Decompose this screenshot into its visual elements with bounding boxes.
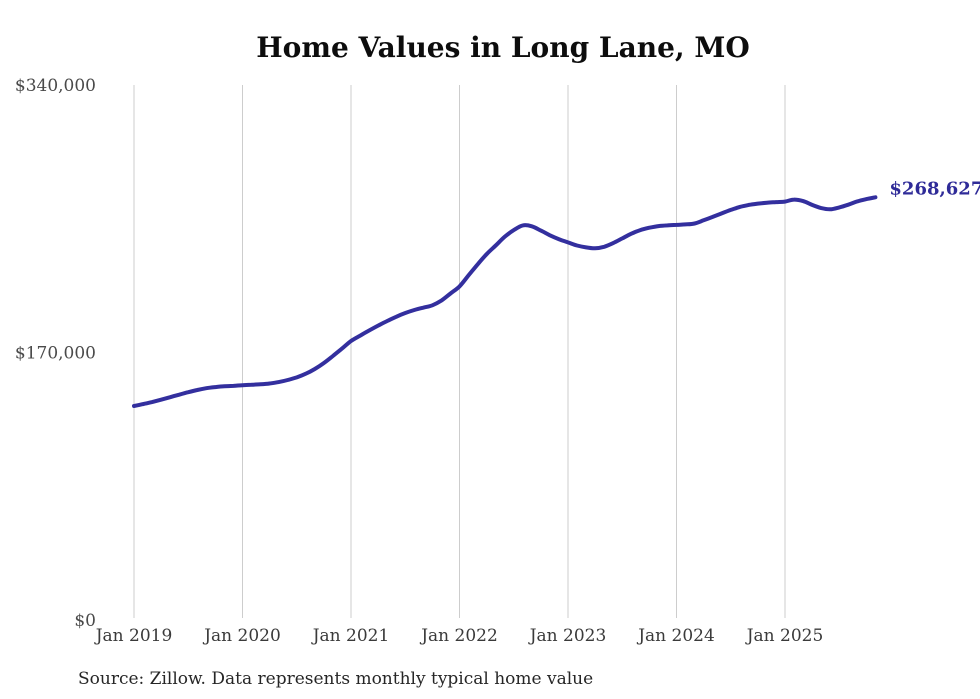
home-value-line <box>132 195 878 408</box>
x-axis-tick-label: Jan 2020 <box>202 626 281 646</box>
x-axis-tick-label: Jan 2023 <box>528 626 607 646</box>
x-axis-tick-label: Jan 2019 <box>94 626 173 646</box>
y-axis-tick-label: $340,000 <box>15 76 96 96</box>
source-note: Source: Zillow. Data represents monthly … <box>78 669 593 689</box>
y-axis-tick-label: $0 <box>74 611 96 631</box>
current-value-label: $268,627 <box>889 178 980 199</box>
chart-title: Home Values in Long Lane, MO <box>256 31 750 64</box>
x-axis-tick-label: Jan 2024 <box>636 626 715 646</box>
x-axis-tick-label: Jan 2022 <box>419 626 498 646</box>
x-axis-tick-label: Jan 2025 <box>745 626 824 646</box>
x-axis-labels: Jan 2019 Jan 2020 Jan 2021 Jan 2022 Jan 2023… <box>94 626 824 646</box>
x-axis-tick-label: Jan 2021 <box>311 626 390 646</box>
y-axis-labels: $0 $170,000 $340,000 <box>15 76 96 631</box>
y-axis-tick-label: $170,000 <box>15 344 96 364</box>
gridline-group <box>133 85 786 618</box>
